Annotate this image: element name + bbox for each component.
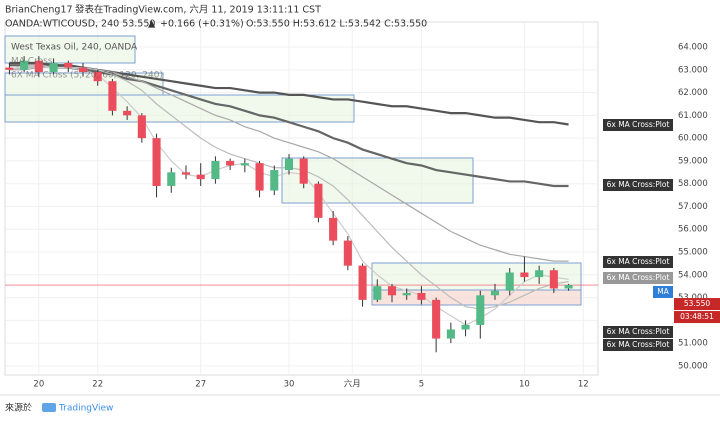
candle-body <box>461 324 470 330</box>
y-tick-label: 64.000 <box>678 43 708 53</box>
x-tick-label: 5 <box>419 380 424 390</box>
y-tick-label: 61.000 <box>678 111 708 121</box>
y-tick-label: 54.000 <box>678 270 708 280</box>
x-tick-label: 22 <box>92 380 103 390</box>
candle-body <box>20 60 29 70</box>
candle-body <box>373 286 382 300</box>
candle-body <box>240 163 249 166</box>
plot-tag-box <box>603 272 673 284</box>
ma-tag-box <box>653 286 673 298</box>
y-tick-label: 63.000 <box>678 65 708 75</box>
candle-body <box>5 67 14 70</box>
y-tick-label: 58.000 <box>678 179 708 189</box>
plot-tag-box <box>603 339 673 351</box>
candle-body <box>211 160 220 180</box>
candle-body <box>564 285 573 289</box>
author[interactable]: BrianCheng17 <box>5 5 73 16</box>
y-tick-label: 62.000 <box>678 88 708 98</box>
symbol: OANDA:WTICOUSD, 240 53.550 <box>5 19 155 30</box>
candle-body <box>535 270 544 278</box>
x-tick-label: 30 <box>284 380 295 390</box>
last-price: 53.550 <box>684 299 710 308</box>
plot-tag-box <box>603 119 673 131</box>
last-price-box <box>674 298 720 311</box>
y-tick-label: 57.000 <box>678 202 708 212</box>
x-tick-label: 27 <box>195 380 206 390</box>
plot-tag-box <box>603 326 673 338</box>
plot-tag-box <box>603 179 673 191</box>
candle-body <box>432 299 441 339</box>
indicator: 6X MA Cross (5, 20, 60, 120, 240) <box>11 71 163 81</box>
published: 發表在TradingView.com, 六月 11, 2019 13:11:11… <box>75 4 321 16</box>
plot-tag: 6x MA Cross:Plot <box>607 257 670 266</box>
candle-body <box>93 72 102 82</box>
candle-body <box>284 158 294 171</box>
plot-tag: 6x MA Cross:Plot <box>607 120 670 129</box>
y-tick-label: 50.000 <box>678 361 708 371</box>
candle-body <box>34 60 43 73</box>
plot-tag: 6x MA Cross:Plot <box>607 273 670 282</box>
zone <box>371 262 582 291</box>
candle-body <box>417 293 426 300</box>
candle-body <box>152 138 161 186</box>
brand[interactable]: TradingView <box>58 404 113 414</box>
candle-body <box>226 160 235 166</box>
instrument: West Texas Oil, 240, OANDA <box>11 43 138 53</box>
candle-body <box>402 293 411 296</box>
candle-body <box>343 240 352 266</box>
candle-body <box>167 172 176 186</box>
source: 來源於 <box>5 402 32 414</box>
plot-tag: 6x MA Cross:Plot <box>607 327 670 336</box>
candle-body <box>108 81 117 111</box>
candle-body <box>123 110 132 116</box>
candle-body <box>490 290 500 296</box>
ma-line <box>9 64 569 188</box>
x-tick-label: 10 <box>519 380 530 390</box>
x-tick-label: 20 <box>33 380 44 390</box>
candle-body <box>196 174 205 180</box>
candle-body <box>64 62 73 68</box>
plot-tag: 6x MA Cross:Plot <box>607 180 670 189</box>
candle-body <box>270 170 279 191</box>
ohlc: O:53.550 H:53.612 L:53.542 C:53.550 <box>246 19 427 30</box>
countdown-box <box>674 311 720 324</box>
candle-body <box>49 62 58 73</box>
candle-body <box>137 115 146 139</box>
change: +0.166 (+0.31%) <box>160 19 244 30</box>
plot-tag-box <box>603 256 673 268</box>
zone <box>281 157 474 204</box>
y-tick-label: 59.000 <box>678 156 708 166</box>
y-tick-label: 56.000 <box>678 225 708 235</box>
y-tick-label: 55.000 <box>678 248 708 258</box>
candle-body <box>505 272 514 291</box>
candle-body <box>549 270 558 289</box>
y-tick-label: 51.000 <box>678 339 708 349</box>
candle-body <box>387 286 397 296</box>
logo <box>42 403 56 412</box>
zone <box>4 35 136 64</box>
candle-body <box>255 163 264 191</box>
candle-body <box>329 217 338 241</box>
candle-body <box>299 158 308 184</box>
indicator: MA Cross <box>11 57 53 67</box>
x-tick-label: 六月 <box>344 379 361 390</box>
candle-body <box>446 329 455 339</box>
ma-line <box>9 66 569 262</box>
candle-body <box>476 295 485 325</box>
candle-body <box>181 172 191 175</box>
candle-body <box>78 67 88 73</box>
candle-body <box>314 183 323 218</box>
plot-tag: 6x MA Cross:Plot <box>607 340 670 349</box>
ma-tag: MA <box>657 287 669 296</box>
y-tick-label: 60.000 <box>678 134 708 144</box>
arrow: ▲ <box>148 19 156 30</box>
countdown: 03:48:51 <box>680 312 714 321</box>
x-tick-label: 12 <box>578 380 589 390</box>
candle-body <box>358 265 367 300</box>
candle-body <box>520 272 529 278</box>
